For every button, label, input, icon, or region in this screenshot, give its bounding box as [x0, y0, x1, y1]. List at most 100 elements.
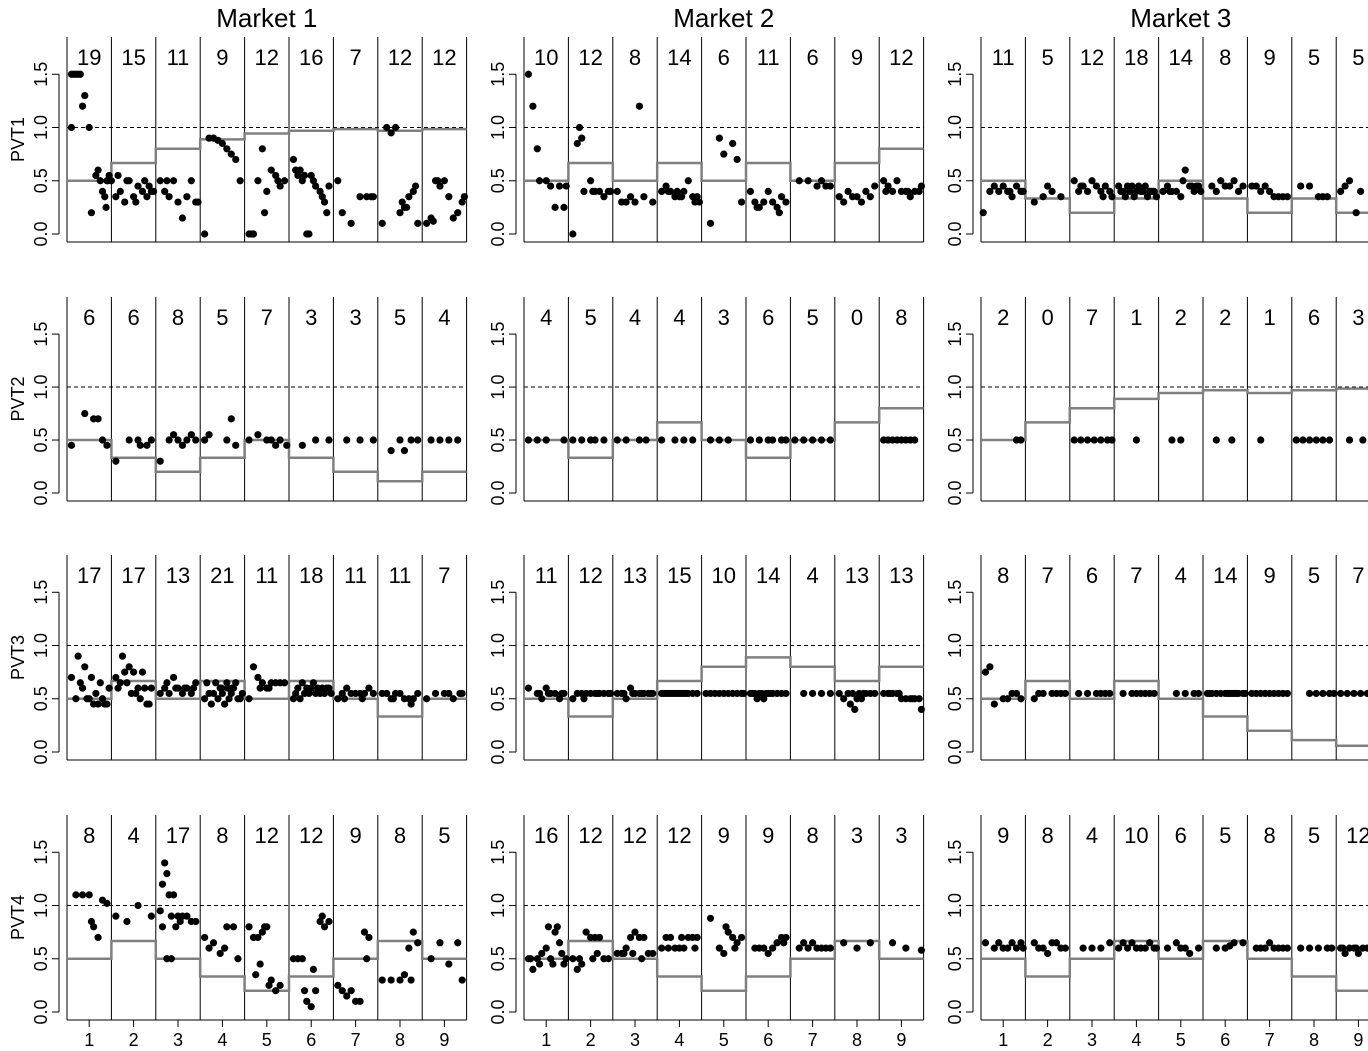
data-point: [706, 436, 715, 444]
data-point: [221, 944, 229, 952]
data-point: [1181, 689, 1189, 698]
data-point: [1106, 939, 1114, 947]
group-count: 16: [534, 823, 558, 848]
facet-panel: 16 12 12 12 9 9 8 3 30.00.51.01.51 2 3 4 5 6 7 8 9: [488, 815, 925, 1050]
data-point: [782, 198, 790, 206]
data-point: [138, 187, 147, 196]
facet-panel: 8 4 17 8 12 12 9 8 50.00.51.01.51 2 3 4 5 6 7 8 9: [31, 815, 468, 1050]
data-point: [1261, 182, 1269, 190]
x-tick-label: 2: [1043, 1030, 1053, 1050]
group-count: 11: [389, 563, 412, 588]
data-point: [606, 187, 615, 196]
data-point: [363, 955, 371, 963]
data-point: [678, 193, 686, 201]
data-point: [769, 436, 777, 444]
data-point: [620, 949, 628, 958]
data-point: [1228, 436, 1236, 444]
data-point: [232, 441, 240, 449]
group-count: 6: [1086, 563, 1098, 588]
group-count: 10: [712, 563, 736, 588]
data-point: [178, 214, 187, 222]
data-point: [551, 203, 559, 211]
data-point: [396, 209, 404, 217]
data-point: [300, 171, 309, 180]
data-point: [87, 673, 96, 682]
data-point: [1319, 436, 1327, 444]
data-point: [260, 209, 269, 217]
data-point: [201, 933, 209, 942]
data-point: [888, 939, 897, 947]
data-point: [307, 1003, 315, 1011]
data-point: [915, 695, 923, 703]
data-point: [325, 917, 333, 926]
data-point: [664, 187, 672, 196]
data-point: [163, 177, 171, 185]
data-point: [1119, 939, 1127, 947]
x-tick-label: 3: [1087, 1030, 1097, 1050]
x-tick-label: 9: [439, 1030, 449, 1050]
y-tick-label: 1.5: [488, 840, 508, 865]
data-point: [1212, 944, 1220, 952]
data-point: [1152, 944, 1160, 952]
group-count: 17: [166, 823, 190, 848]
data-point: [67, 441, 76, 449]
data-point: [267, 436, 275, 444]
data-point: [871, 689, 879, 698]
data-point: [149, 187, 158, 196]
data-point: [658, 944, 666, 952]
data-point: [1357, 187, 1365, 196]
data-point: [860, 689, 868, 698]
x-tick-label: 1: [541, 1030, 551, 1050]
data-point: [174, 436, 182, 444]
data-point: [773, 939, 781, 947]
data-point: [192, 436, 200, 444]
row-label: PVT2: [8, 376, 28, 421]
data-point: [387, 447, 395, 455]
data-point: [158, 880, 167, 888]
group-count: 5: [1308, 563, 1320, 588]
data-point: [1177, 193, 1185, 201]
y-tick-label: 0.5: [945, 946, 965, 971]
data-point: [593, 689, 601, 698]
data-point: [1343, 689, 1351, 698]
group-count: 12: [1080, 45, 1104, 70]
data-point: [1012, 944, 1021, 952]
data-point: [800, 689, 808, 698]
data-point: [312, 436, 320, 444]
x-tick-label: 6: [1220, 1030, 1230, 1050]
data-point: [407, 976, 415, 984]
data-point: [535, 960, 544, 968]
data-point: [622, 198, 630, 206]
data-point: [183, 193, 191, 201]
data-point: [986, 187, 994, 196]
data-point: [1230, 177, 1238, 185]
group-count: 15: [667, 563, 691, 588]
data-point: [78, 891, 87, 899]
data-point: [542, 944, 550, 952]
data-point: [1283, 689, 1291, 698]
data-point: [1152, 193, 1160, 201]
data-point: [549, 960, 557, 968]
step-line: [524, 656, 924, 718]
data-point: [979, 209, 987, 217]
data-point: [132, 689, 140, 698]
data-point: [147, 436, 155, 444]
group-count: 5: [806, 305, 818, 330]
x-tick-label: 5: [719, 1030, 729, 1050]
data-point: [254, 177, 262, 185]
data-point: [81, 409, 89, 418]
data-point: [427, 955, 435, 963]
data-point: [706, 219, 715, 227]
data-point: [85, 123, 93, 132]
y-tick-label: 1.5: [945, 580, 965, 605]
data-point: [112, 193, 120, 201]
data-point: [737, 198, 746, 206]
data-point: [527, 955, 535, 963]
data-point: [1283, 193, 1291, 201]
group-count: 18: [1124, 45, 1148, 70]
data-point: [800, 436, 808, 444]
data-point: [666, 933, 675, 942]
data-point: [580, 695, 588, 703]
data-point: [535, 689, 544, 698]
data-point: [737, 933, 746, 942]
